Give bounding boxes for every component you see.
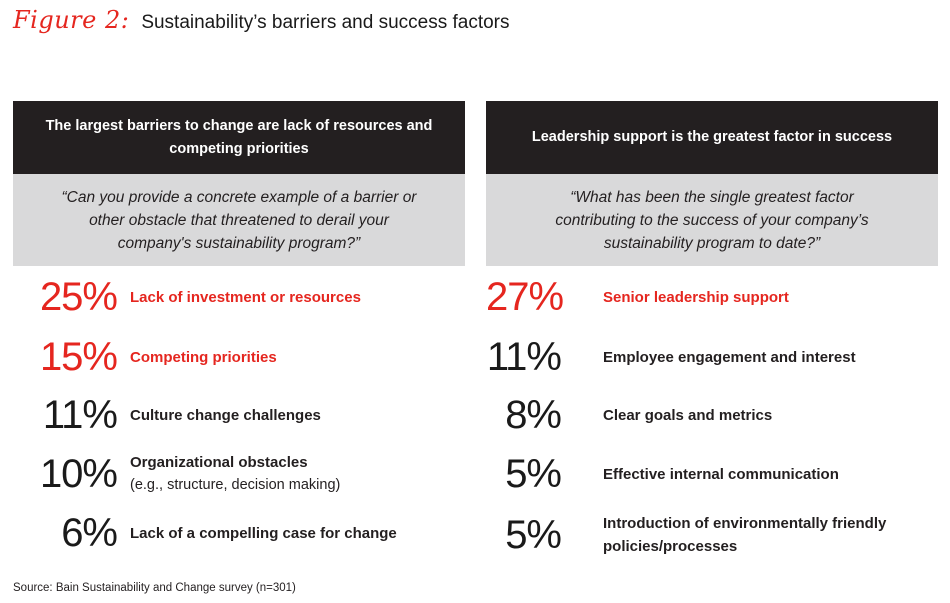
stat-percentage: 25%	[39, 275, 118, 319]
stat-label-group: Lack of investment or resources	[130, 271, 361, 323]
figure-title: Sustainability’s barriers and success fa…	[141, 12, 510, 33]
stat-label: Lack of a compelling case for change	[130, 524, 397, 542]
stat-label: Introduction of environmentally friendly…	[603, 515, 887, 555]
stat-percentage: 8%	[505, 393, 562, 437]
figure-label: Figure 2:	[13, 6, 130, 34]
stat-label-group: Employee engagement and interest	[603, 331, 856, 383]
stat-percentage: 10%	[39, 452, 118, 496]
stat-row: 25% Lack of investment or resources	[13, 271, 465, 323]
stat-percentage: 11%	[486, 335, 562, 379]
stat-percentage: 15%	[39, 335, 118, 379]
stat-sublabel: (e.g., structure, decision making)	[130, 477, 341, 493]
source-note: Source: Bain Sustainability and Change s…	[13, 582, 296, 594]
success-panel: Leadership support is the greatest facto…	[486, 101, 938, 557]
stat-label: Culture change challenges	[130, 406, 321, 424]
stat-percentage: 5%	[505, 452, 562, 496]
stat-label-group: Introduction of environmentally friendly…	[603, 509, 903, 561]
stat-label: Effective internal communication	[603, 465, 839, 483]
barriers-question: “Can you provide a concrete example of a…	[13, 174, 465, 266]
stat-percentage: 6%	[61, 511, 118, 555]
stat-row: 8% Clear goals and metrics	[486, 389, 938, 441]
stat-percentage: 5%	[505, 513, 562, 557]
stat-percentage: 27%	[486, 275, 564, 319]
stat-row: 11% Culture change challenges	[13, 389, 465, 441]
stat-label: Clear goals and metrics	[603, 406, 773, 424]
figure-header: Figure 2: Sustainability’s barriers and …	[13, 6, 510, 40]
stat-label: Competing priorities	[130, 348, 277, 366]
stat-label-group: Organizational obstacles (e.g., structure…	[130, 448, 340, 500]
stat-label-group: Lack of a compelling case for change	[130, 507, 397, 559]
stat-label: Organizational obstacles	[130, 454, 308, 471]
stat-label-group: Senior leadership support	[603, 271, 789, 323]
stat-label: Employee engagement and interest	[603, 348, 856, 366]
stat-row: 5% Effective internal communication	[486, 448, 938, 500]
barriers-heading: The largest barriers to change are lack …	[13, 101, 465, 174]
stat-label-group: Effective internal communication	[603, 448, 839, 500]
stat-row: 27% Senior leadership support	[486, 271, 938, 323]
stat-label-group: Culture change challenges	[130, 389, 321, 441]
barriers-panel: The largest barriers to change are lack …	[13, 101, 465, 555]
stat-row: 6% Lack of a compelling case for change	[13, 507, 465, 559]
stat-row: 11% Employee engagement and interest	[486, 331, 938, 383]
stat-percentage: 11%	[42, 393, 118, 437]
stat-label: Lack of investment or resources	[130, 288, 361, 306]
stat-row: 5% Introduction of environmentally friend…	[486, 509, 938, 561]
stat-label-group: Competing priorities	[130, 331, 277, 383]
stat-row: 15% Competing priorities	[13, 331, 465, 383]
stat-label-group: Clear goals and metrics	[603, 389, 772, 441]
success-heading: Leadership support is the greatest facto…	[486, 101, 938, 174]
stat-row: 10% Organizational obstacles (e.g., struct…	[13, 448, 465, 500]
success-question: “What has been the single greatest facto…	[486, 174, 938, 266]
stat-label: Senior leadership support	[603, 288, 789, 306]
